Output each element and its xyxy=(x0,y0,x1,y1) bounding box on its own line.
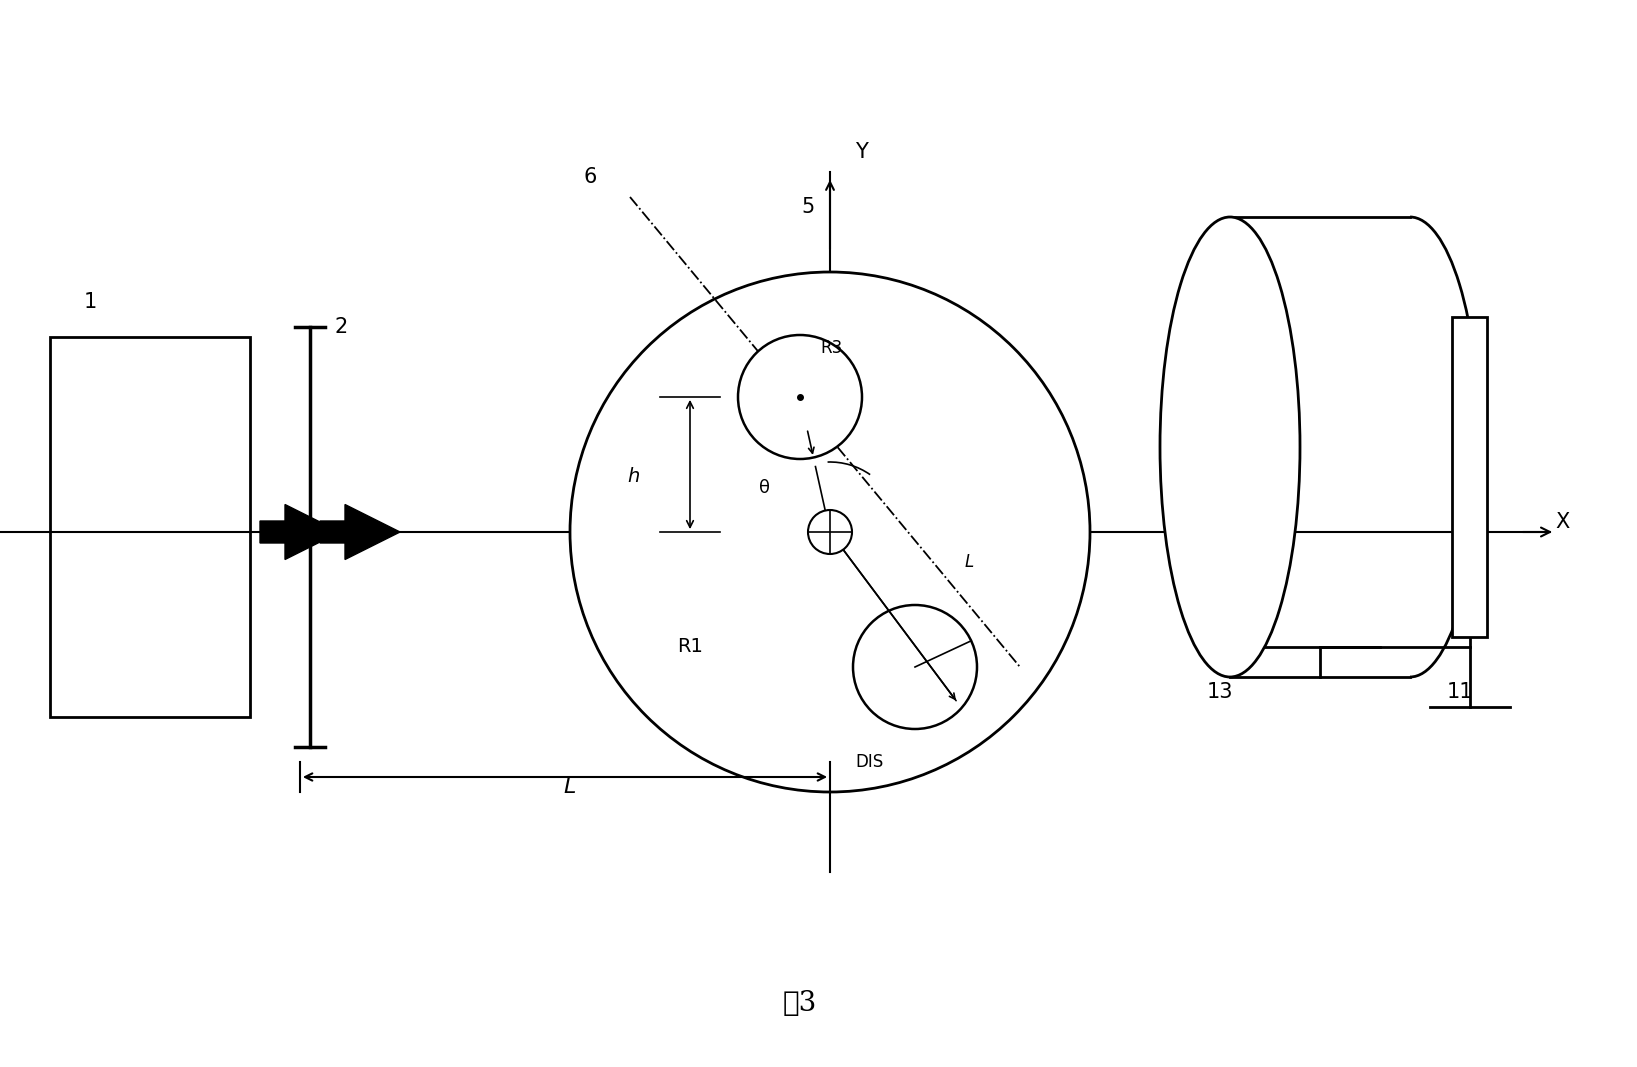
Text: R3: R3 xyxy=(820,339,843,357)
Text: 13: 13 xyxy=(1206,682,1233,702)
Text: h: h xyxy=(627,467,640,487)
Text: 图3: 图3 xyxy=(782,990,817,1017)
Text: 6: 6 xyxy=(583,168,598,187)
Bar xyxy=(1452,317,1488,637)
Bar xyxy=(51,337,250,717)
Text: θ: θ xyxy=(760,479,771,497)
FancyArrow shape xyxy=(319,505,399,559)
Text: L: L xyxy=(964,553,974,571)
FancyArrow shape xyxy=(260,505,340,559)
Text: 11: 11 xyxy=(1447,682,1473,702)
Text: R1: R1 xyxy=(678,637,702,656)
Text: X: X xyxy=(1555,512,1570,532)
Circle shape xyxy=(853,605,977,729)
Circle shape xyxy=(809,510,851,554)
Text: Y: Y xyxy=(855,142,868,162)
Circle shape xyxy=(738,335,863,459)
Text: DIS: DIS xyxy=(855,753,884,771)
Ellipse shape xyxy=(1161,217,1300,676)
Circle shape xyxy=(570,272,1090,792)
Text: 1: 1 xyxy=(83,292,97,312)
Text: L: L xyxy=(563,777,576,797)
Text: 2: 2 xyxy=(336,317,349,337)
Text: 5: 5 xyxy=(802,197,815,217)
